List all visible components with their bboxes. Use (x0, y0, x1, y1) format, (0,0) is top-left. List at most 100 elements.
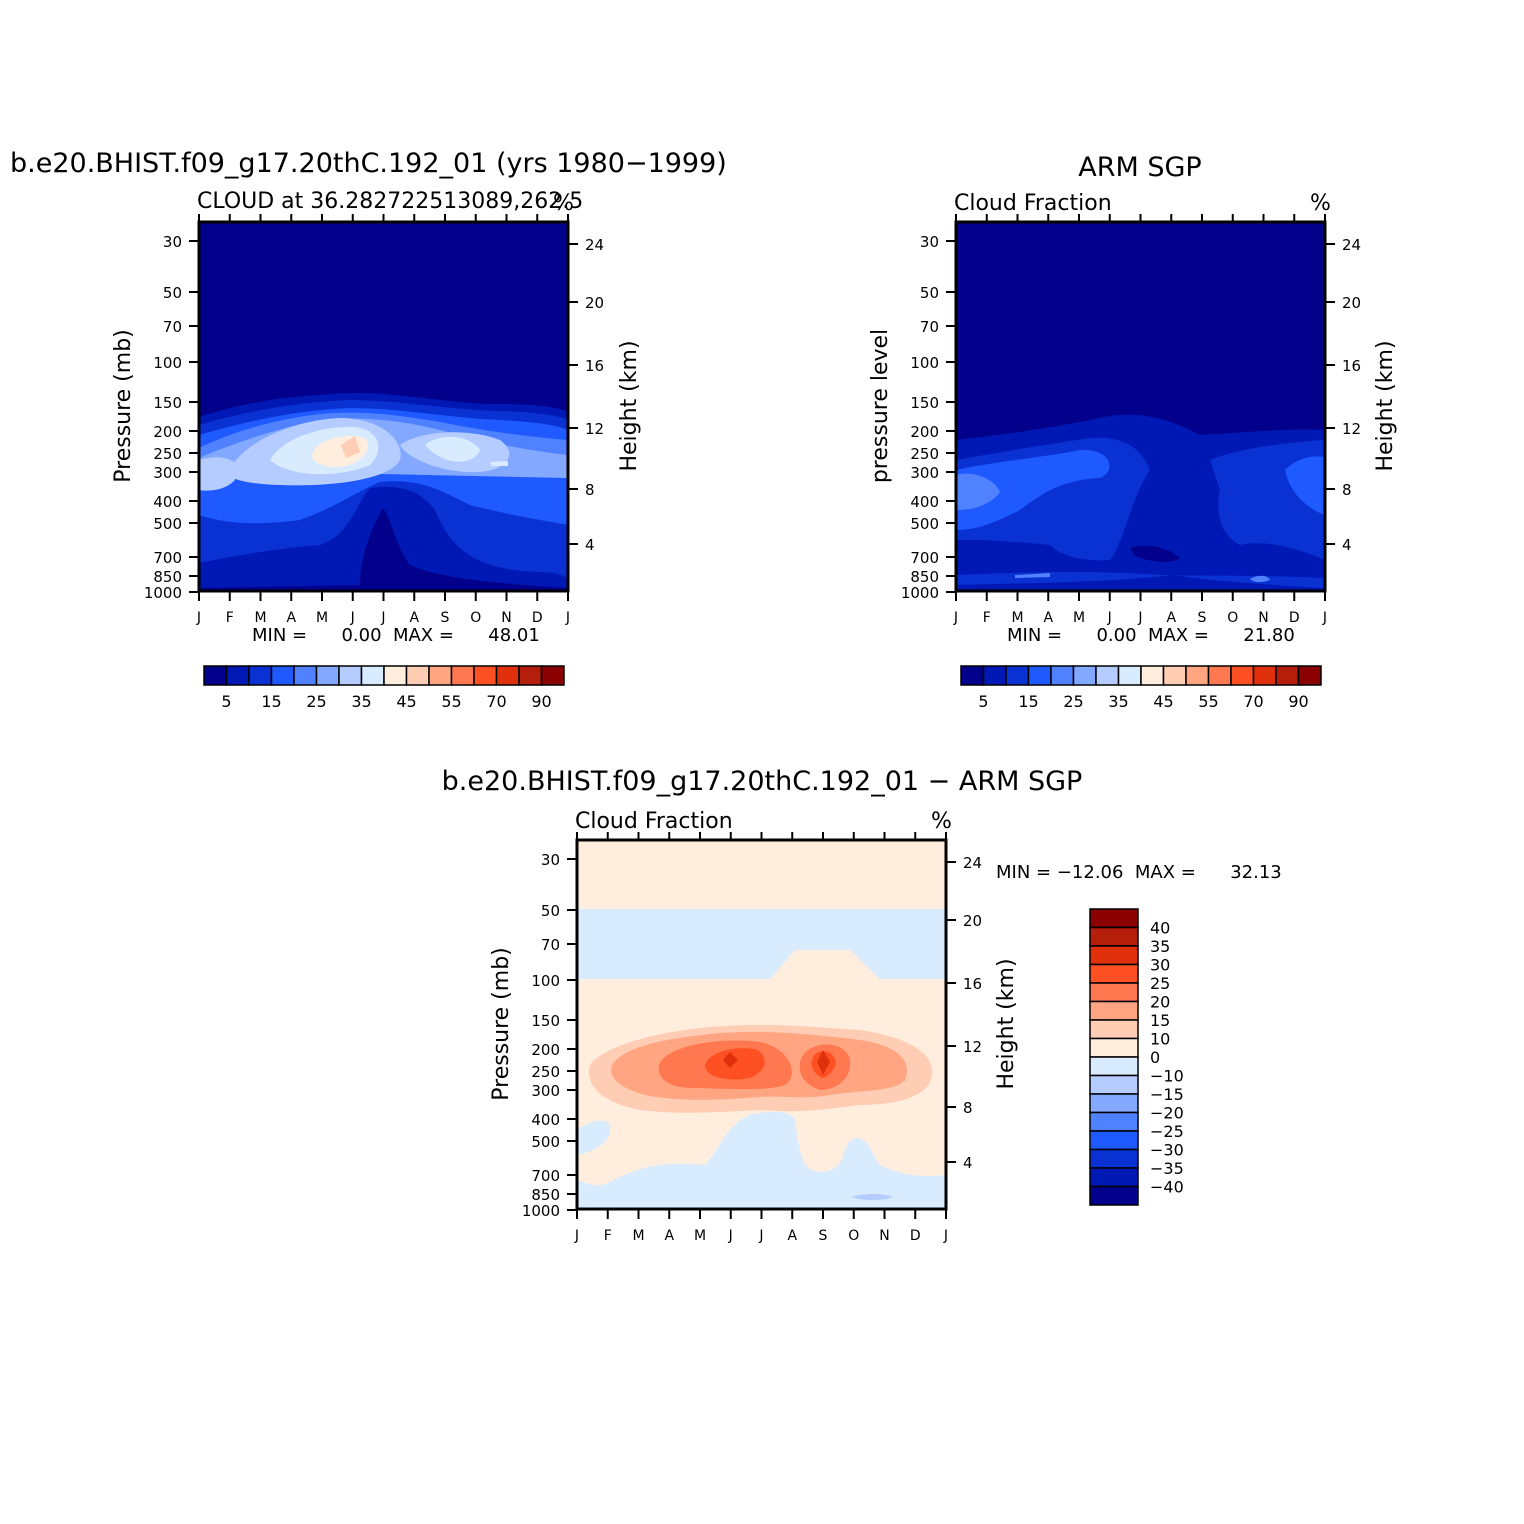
colorbar-label: 15 (261, 692, 281, 711)
y-tick-label: 250 (153, 445, 182, 463)
obs-band-6 (956, 473, 1000, 510)
x-tick-label: N (879, 1228, 889, 1244)
y2-tick-label: 12 (963, 1038, 982, 1056)
diff-ylabel: Pressure (mb) (489, 947, 514, 1101)
model-min-max: MIN = 0.00 MAX = 48.01 (252, 625, 540, 646)
y2-tick-label: 20 (1342, 294, 1361, 312)
diff-band-lowneg-2 (577, 1111, 946, 1209)
y2-tick-label: 4 (963, 1154, 973, 1172)
x-tick-label: J (943, 1228, 948, 1244)
y-tick-label: 100 (910, 354, 939, 372)
y-tick-label: 300 (531, 1082, 560, 1100)
colorbar-label: −35 (1150, 1159, 1184, 1178)
x-tick-label: S (441, 610, 450, 626)
y2-tick-label: 8 (963, 1099, 973, 1117)
model-ylabel: Pressure (mb) (111, 329, 136, 483)
model-field (199, 222, 568, 591)
y-tick-label: 400 (910, 493, 939, 511)
y-tick-label: 50 (163, 284, 182, 302)
y-tick-label: 70 (541, 936, 560, 954)
x-tick-label: F (226, 610, 234, 626)
x-tick-label: F (983, 610, 991, 626)
diff-title: b.e20.BHIST.f09_g17.20thC.192_01 − ARM S… (442, 766, 1083, 797)
y2-tick-label: 24 (1342, 236, 1361, 254)
colorbar-label: −40 (1150, 1178, 1184, 1197)
model-title: b.e20.BHIST.f09_g17.20thC.192_01 (yrs 19… (10, 148, 727, 179)
y2-tick-label: 12 (585, 420, 604, 438)
colorbar-label: 55 (1198, 692, 1218, 711)
colorbar-label: 35 (351, 692, 371, 711)
colorbar-box (518, 665, 543, 686)
x-tick-label: D (532, 610, 543, 626)
y-tick-label: 100 (153, 354, 182, 372)
colorbar-box (383, 665, 408, 686)
colorbar-box (203, 665, 228, 686)
obs-band-11 (1250, 575, 1270, 583)
colorbar-box (1089, 1019, 1139, 1040)
model-colorbar: 5 15 25 35 45 55 70 90 (203, 665, 565, 711)
colorbar-box (270, 665, 295, 686)
model-units: % (553, 191, 574, 216)
y-tick-label: 500 (531, 1133, 560, 1151)
x-tick-label: J (953, 610, 958, 626)
colorbar-label: 55 (441, 692, 461, 711)
colorbar-label: 20 (1150, 993, 1170, 1012)
obs-title: ARM SGP (1078, 152, 1201, 183)
diff-y2-ticks: 24 20 16 12 8 4 (946, 854, 982, 1172)
colorbar-label: 90 (1288, 692, 1308, 711)
colorbar-box (1050, 665, 1075, 686)
x-tick-label: J (728, 1228, 733, 1244)
colorbar-box (1089, 1093, 1139, 1114)
y-tick-label: 100 (531, 972, 560, 990)
colorbar-box (1089, 1056, 1139, 1077)
colorbar-box (960, 665, 985, 686)
colorbar-label: −10 (1150, 1067, 1184, 1086)
colorbar-box (360, 665, 385, 686)
x-tick-label: D (1289, 610, 1300, 626)
colorbar-box (1207, 665, 1232, 686)
obs-y2-ticks: 24 20 16 12 8 4 (1325, 236, 1361, 554)
y-tick-label: 700 (910, 549, 939, 567)
colorbar-label: 10 (1150, 1030, 1170, 1049)
colorbar-label: 40 (1150, 919, 1170, 938)
colorbar-box (1089, 1111, 1139, 1132)
x-tick-label: J (1107, 610, 1112, 626)
model-band-12 (199, 457, 240, 491)
x-tick-label: N (1258, 610, 1268, 626)
x-tick-label: J (350, 610, 355, 626)
colorbar-box (405, 665, 430, 686)
colorbar-box (1089, 963, 1139, 984)
y-tick-label: 150 (153, 394, 182, 412)
y-tick-label: 850 (153, 568, 182, 586)
x-tick-label: M (1011, 610, 1023, 626)
y-tick-label: 50 (541, 902, 560, 920)
colorbar-box (315, 665, 340, 686)
y-tick-label: 150 (531, 1012, 560, 1030)
colorbar-box (1297, 665, 1322, 686)
y-tick-label: 250 (531, 1063, 560, 1081)
panel-model: b.e20.BHIST.f09_g17.20thC.192_01 (yrs 19… (10, 148, 727, 711)
x-tick-label: A (664, 1228, 674, 1244)
colorbar-label: −30 (1150, 1141, 1184, 1160)
colorbar-label: 25 (1063, 692, 1083, 711)
colorbar-box (1275, 665, 1300, 686)
y-tick-label: 1000 (522, 1202, 560, 1220)
colorbar-label: 30 (1150, 956, 1170, 975)
colorbar-label: 90 (531, 692, 551, 711)
y2-tick-label: 4 (1342, 536, 1352, 554)
colorbar-box (1089, 982, 1139, 1003)
y-tick-label: 700 (531, 1167, 560, 1185)
obs-subtitle: Cloud Fraction (954, 191, 1112, 216)
x-tick-label: J (565, 610, 570, 626)
colorbar-box (1162, 665, 1187, 686)
colorbar-box (1230, 665, 1255, 686)
colorbar-box (1089, 1148, 1139, 1169)
obs-min-max: MIN = 0.00 MAX = 21.80 (1007, 625, 1295, 646)
colorbar-box (495, 665, 520, 686)
obs-band-5 (1285, 456, 1325, 515)
diff-band-lowneg-1 (577, 1120, 611, 1155)
x-tick-label: D (910, 1228, 921, 1244)
y2-tick-label: 24 (585, 236, 604, 254)
